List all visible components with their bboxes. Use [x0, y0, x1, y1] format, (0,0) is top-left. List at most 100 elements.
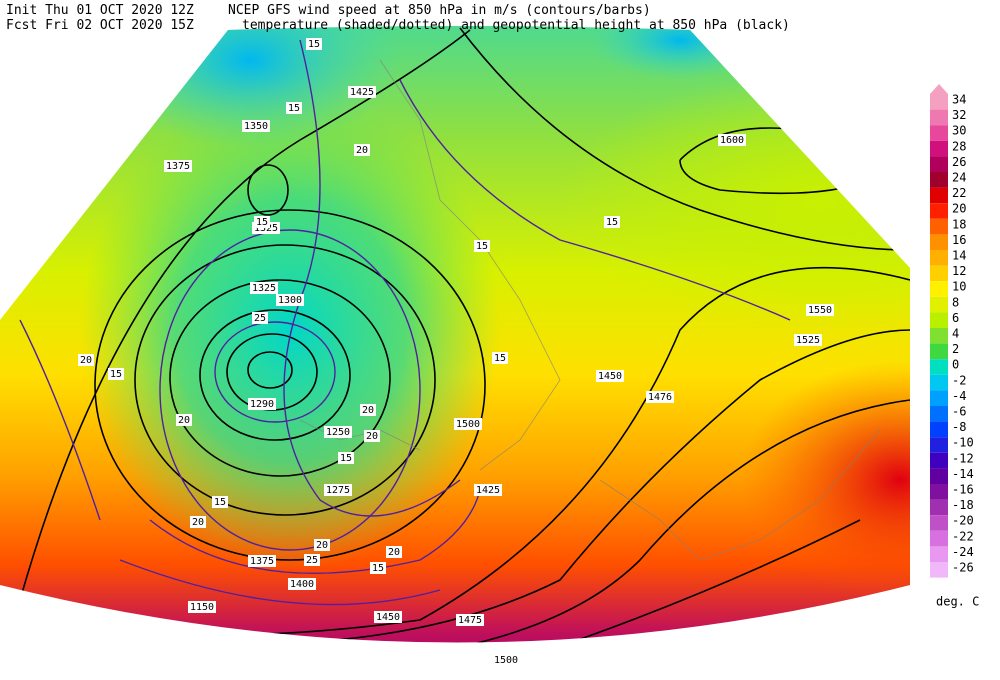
- height-label: 1290: [250, 399, 274, 410]
- label-box: [454, 418, 482, 430]
- height-label: 1425: [476, 485, 500, 496]
- colorbar-swatch: [930, 468, 948, 484]
- colorbar-label: -2: [952, 373, 966, 387]
- height-label: 1325: [254, 223, 278, 234]
- height-label: 1300: [278, 295, 302, 306]
- label-box: [304, 554, 320, 566]
- colorbar-label: 2: [952, 342, 959, 356]
- height-label: 1450: [376, 612, 400, 623]
- colorbar-swatch: [930, 125, 948, 141]
- colorbar-label: 28: [952, 139, 966, 153]
- label-box: [456, 614, 484, 626]
- colorbar-swatch: [930, 140, 948, 157]
- wind-label: 15: [606, 217, 618, 228]
- height-label: 1450: [598, 371, 622, 382]
- height-label: 1525: [796, 335, 820, 346]
- height-label: 1250: [326, 427, 350, 438]
- contour-labels: 1425135013751325130012901250127514501476…: [78, 38, 834, 666]
- colorbar-swatch: [930, 312, 948, 328]
- title-line-1: NCEP GFS wind speed at 850 hPa in m/s (c…: [228, 3, 651, 18]
- label-box: [314, 539, 330, 551]
- colorbar-swatch: [930, 328, 948, 344]
- colorbar-label: 8: [952, 295, 959, 309]
- label-box: [288, 578, 316, 590]
- height-label: 1475: [458, 615, 482, 626]
- wind-label: 20: [388, 547, 400, 558]
- wind-label: 25: [306, 555, 318, 566]
- label-box: [374, 611, 402, 623]
- colorbar-label: 0: [952, 358, 959, 372]
- colorbar-swatch: [930, 265, 948, 282]
- wind-label: 15: [288, 103, 300, 114]
- height-label: 1550: [808, 305, 832, 316]
- colorbar-arrow: [930, 84, 948, 94]
- wind-label: 25: [254, 313, 266, 324]
- colorbar-swatch: [930, 250, 948, 266]
- title-line-2: temperature (shaded/dotted) and geopoten…: [242, 18, 790, 33]
- height-label: 1150: [190, 602, 214, 613]
- colorbar-label: -26: [952, 561, 974, 575]
- colorbar-label: 18: [952, 217, 966, 231]
- wind-label: 15: [494, 353, 506, 364]
- label-box: [188, 601, 216, 613]
- label-box: [250, 282, 278, 294]
- colorbar-label: -8: [952, 420, 966, 434]
- colorbar-swatch: [930, 203, 948, 219]
- label-box: [324, 426, 352, 438]
- colorbar-label: 4: [952, 327, 959, 341]
- label-box: [190, 516, 206, 528]
- label-box: [212, 496, 228, 508]
- colorbar-label: -6: [952, 405, 966, 419]
- wind-label: 15: [476, 241, 488, 252]
- colorbar-swatch: [930, 296, 948, 313]
- height-label: 1400: [290, 579, 314, 590]
- height-label: 1500: [494, 655, 518, 666]
- colorbar-swatch: [930, 359, 948, 375]
- forecast-time: Fcst Fri 02 OCT 2020 15Z: [6, 18, 194, 33]
- label-box: [242, 120, 270, 132]
- colorbar-label: 12: [952, 264, 966, 278]
- label-box: [386, 546, 402, 558]
- label-box: [718, 134, 746, 146]
- colorbar-swatch: [930, 546, 948, 562]
- colorbar-label: 26: [952, 155, 966, 169]
- colorbar-swatch: [930, 562, 948, 578]
- label-box: [360, 404, 376, 416]
- label-box: [78, 354, 94, 366]
- wind-label: 15: [372, 563, 384, 574]
- colorbar-swatch: [930, 452, 948, 469]
- wind-label: 15: [340, 453, 352, 464]
- colorbar-swatch: [930, 421, 948, 438]
- height-label: 1600: [720, 135, 744, 146]
- label-box: [248, 555, 276, 567]
- colorbar-swatch: [930, 187, 948, 204]
- wind-label: 20: [80, 355, 92, 366]
- label-box: [286, 102, 302, 114]
- label-box: [176, 414, 192, 426]
- colorbar-label: -20: [952, 514, 974, 528]
- colorbar-swatch: [930, 437, 948, 453]
- label-box: [254, 216, 270, 228]
- colorbar-label: 22: [952, 186, 966, 200]
- label-box: [806, 304, 834, 316]
- label-box: [276, 294, 304, 306]
- colorbar-label: 30: [952, 124, 966, 138]
- label-box: [354, 144, 370, 156]
- colorbar-unit: deg. C: [936, 595, 979, 609]
- label-box: [252, 312, 268, 324]
- colorbar-label: -18: [952, 498, 974, 512]
- height-label: 1375: [166, 161, 190, 172]
- colorbar-label: 24: [952, 171, 966, 185]
- height-label: 1350: [244, 121, 268, 132]
- wind-label: 20: [362, 405, 374, 416]
- label-box: [492, 654, 520, 666]
- colorbar-swatch: [930, 172, 948, 188]
- colorbar-swatch: [930, 94, 948, 110]
- height-label: 1375: [250, 556, 274, 567]
- label-box: [348, 86, 376, 98]
- colorbar-label: -10: [952, 436, 974, 450]
- init-time: Init Thu 01 OCT 2020 12Z: [6, 3, 194, 18]
- colorbar-label: -14: [952, 467, 974, 481]
